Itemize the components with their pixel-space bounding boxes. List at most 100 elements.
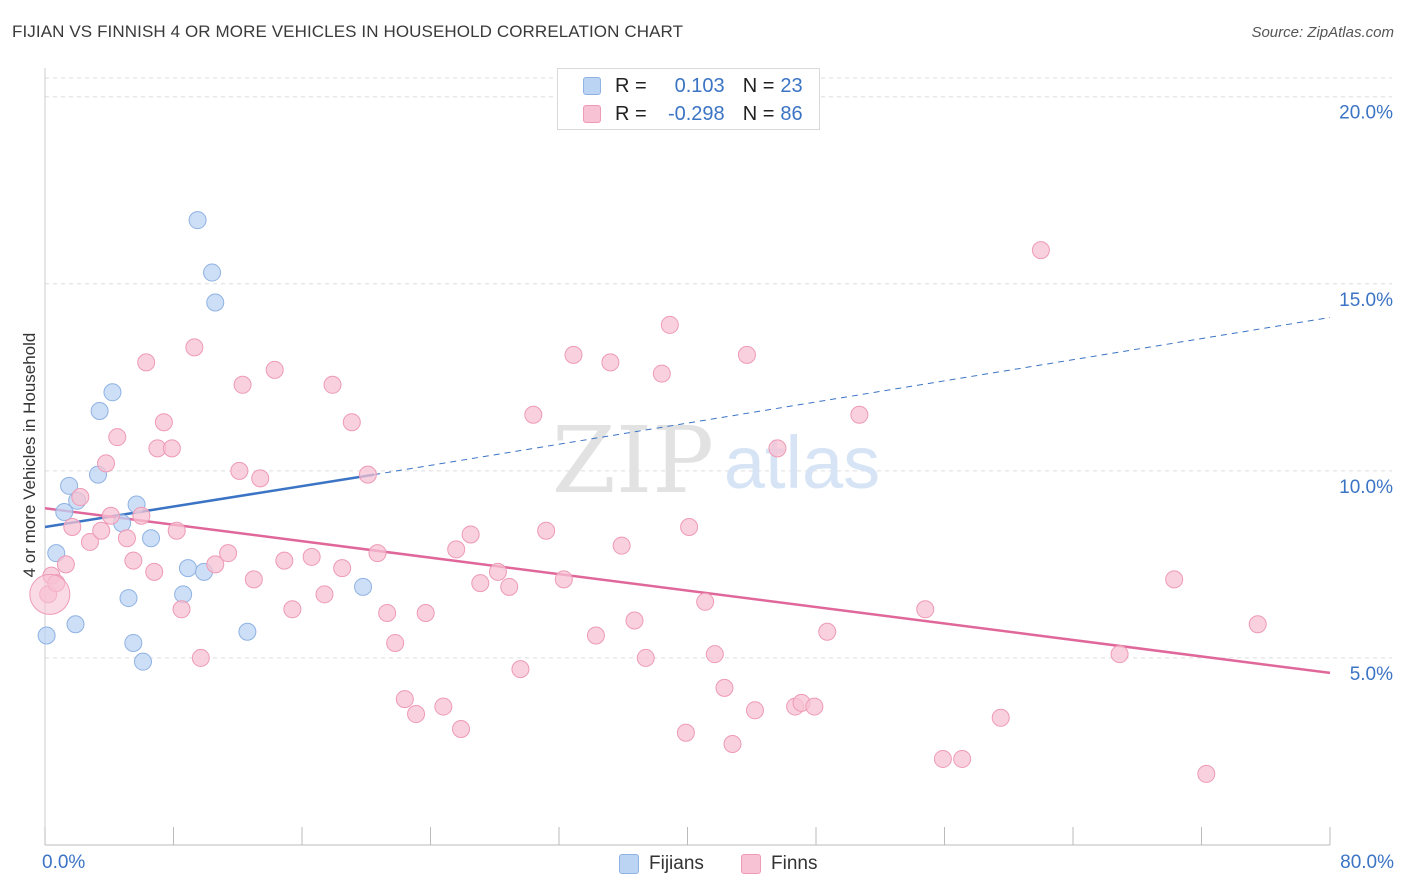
fijians-point	[203, 263, 222, 282]
fijians-trendline-dashed	[374, 316, 1331, 476]
legend-item-finns[interactable]: Finns	[741, 852, 817, 876]
chart-title: FIJIAN VS FINNISH 4 OR MORE VEHICLES IN …	[12, 22, 684, 41]
finns-point	[461, 525, 480, 544]
legend-label-fijians: Fijians	[649, 853, 704, 874]
finns-point	[660, 315, 679, 334]
finns-point	[524, 405, 543, 424]
finns-point	[378, 604, 397, 623]
fijians-point	[142, 529, 161, 548]
finns-point	[323, 375, 342, 394]
watermark-atlas: atlas	[724, 421, 880, 504]
finns-point	[434, 697, 453, 716]
finns-point	[185, 338, 204, 357]
finns-point	[101, 506, 120, 525]
fijians-point	[133, 652, 152, 671]
finns-point	[850, 405, 869, 424]
series-legend: Fijians Finns	[0, 852, 1406, 878]
r-label: R =	[615, 74, 647, 97]
finns-point	[953, 749, 972, 768]
finns-point	[705, 645, 724, 664]
y-tick-label: 20.0%	[1339, 103, 1393, 124]
fijians-point	[178, 559, 197, 578]
finns-point	[191, 648, 210, 667]
finns-point	[358, 465, 377, 484]
finns-point	[275, 551, 294, 570]
finns-point	[137, 353, 156, 372]
grid-lines	[45, 77, 1392, 659]
finns-point	[991, 708, 1010, 727]
finns-point	[625, 611, 644, 630]
finns-point	[471, 574, 490, 593]
finns-point	[302, 547, 321, 566]
finns-point	[612, 536, 631, 555]
finns-point	[652, 364, 671, 383]
fijians-trendline-solid	[44, 473, 375, 529]
fijians-point	[103, 383, 122, 402]
finns-point	[416, 604, 435, 623]
source-label: Source: ZipAtlas.com	[1251, 24, 1394, 41]
n-label: N =	[742, 102, 775, 125]
y-tick-label: 10.0%	[1339, 477, 1393, 498]
finns-point	[342, 413, 361, 432]
data-points	[29, 211, 1267, 783]
finns-point	[29, 573, 71, 615]
y-axis-title: 4 or more Vehicles in Household	[20, 332, 39, 578]
finns-point	[768, 439, 787, 458]
fijians-point	[37, 626, 56, 645]
finns-point	[1197, 764, 1216, 783]
finns-point	[117, 529, 136, 548]
finns-point	[92, 521, 111, 540]
finns-point	[124, 551, 143, 570]
watermark: ZIP atlas	[552, 407, 880, 514]
finns-point	[586, 626, 605, 645]
finns-point	[745, 701, 764, 720]
finns-point	[676, 723, 695, 742]
finns-point	[333, 559, 352, 578]
y-tick-labels: 5.0% 10.0% 15.0% 20.0%	[1339, 103, 1393, 685]
fijians-point	[124, 633, 143, 652]
x-tick-label-max: 80.0%	[1340, 852, 1394, 873]
finns-point	[737, 345, 756, 364]
fijians-point	[66, 615, 85, 634]
finns-point	[145, 562, 164, 581]
finns-point	[447, 540, 466, 559]
finns-point	[71, 488, 90, 507]
watermark-zip: ZIP	[552, 407, 714, 514]
stats-row-finns: R = -0.298 N = 86	[583, 102, 803, 126]
finns-swatch	[583, 105, 601, 123]
finns-point	[154, 413, 173, 432]
stats-row-fijians: R = 0.103 N = 23	[583, 74, 803, 98]
finns-point	[916, 600, 935, 619]
finns-point	[723, 734, 742, 753]
fijians-point	[119, 589, 138, 608]
finns-point	[219, 544, 238, 563]
finns-point	[132, 506, 151, 525]
finns-point	[1248, 615, 1267, 634]
fijians-point	[60, 476, 79, 495]
finns-point	[206, 555, 225, 574]
legend-item-fijians[interactable]: Fijians	[619, 852, 704, 876]
finns-point	[108, 428, 127, 447]
x-axis	[44, 68, 1331, 846]
finns-point	[452, 720, 471, 739]
finns-point	[488, 562, 507, 581]
finns-point	[1031, 241, 1050, 260]
trendlines	[44, 316, 1331, 675]
r-value: -0.298	[667, 102, 725, 125]
fijians-swatch	[619, 854, 639, 874]
finns-point	[500, 577, 519, 596]
fijians-point	[90, 401, 109, 420]
finns-point	[564, 345, 583, 364]
finns-point	[386, 633, 405, 652]
n-value: 86	[780, 102, 803, 125]
finns-point	[315, 585, 334, 604]
y-tick-label: 5.0%	[1350, 664, 1393, 685]
legend-label-finns: Finns	[771, 853, 818, 874]
fijians-point	[354, 577, 373, 596]
finns-point	[56, 555, 75, 574]
fijians-point	[188, 211, 207, 230]
finns-point	[1110, 645, 1129, 664]
finns-point	[715, 678, 734, 697]
x-tick-label-min: 0.0%	[42, 852, 86, 873]
